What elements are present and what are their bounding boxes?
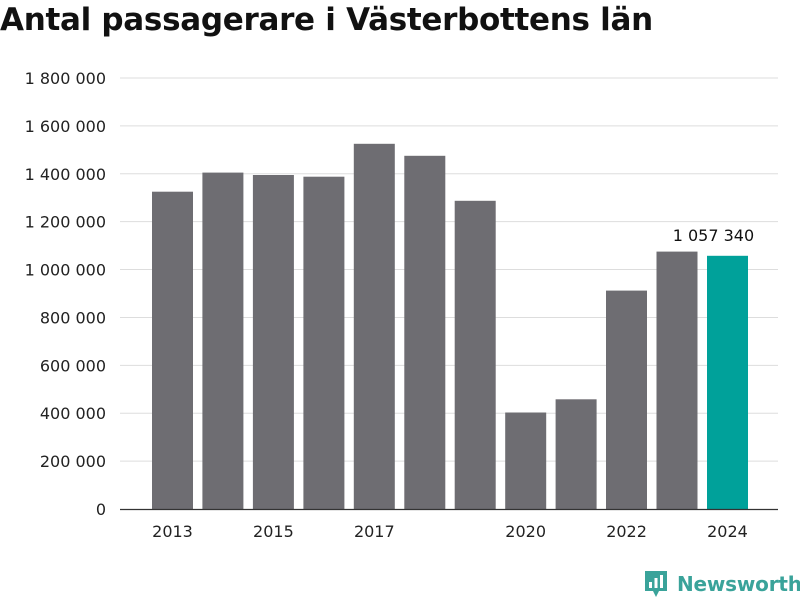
y-tick-label: 1 200 000: [25, 213, 106, 232]
bars: [152, 144, 748, 509]
x-tick-label: 2017: [354, 522, 395, 541]
bar-2014: [202, 173, 243, 509]
bar-2015: [253, 175, 294, 509]
bar-2021: [556, 399, 597, 509]
bar-2020: [505, 413, 546, 510]
bar-2023: [657, 252, 698, 509]
x-tick-label: 2022: [606, 522, 647, 541]
y-tick-label: 1 400 000: [25, 165, 106, 184]
value-annotation: 1 057 340: [673, 226, 754, 245]
y-tick-label: 0: [96, 500, 106, 519]
x-tick-label: 2013: [152, 522, 193, 541]
bar-2019: [455, 201, 496, 509]
newsworthy-bar-icon: [643, 569, 669, 599]
bar-2018: [404, 156, 445, 509]
y-tick-label: 1 800 000: [25, 69, 106, 88]
x-tick-label: 2020: [505, 522, 546, 541]
bar-2022: [606, 291, 647, 509]
y-tick-label: 800 000: [40, 308, 106, 327]
bar-2016: [303, 177, 344, 509]
bar-2024: [707, 256, 748, 509]
bar-2013: [152, 192, 193, 509]
y-axis-labels: 0 200 000 400 000 600 000 800 000 1 000 000 1 …: [25, 69, 106, 519]
y-tick-label: 400 000: [40, 404, 106, 423]
y-tick-label: 600 000: [40, 356, 106, 375]
x-axis-labels: 2013 2015 2017 2020 2022 2024: [152, 522, 748, 541]
newsworthy-logo: Newsworthy: [643, 569, 800, 599]
logo-text: Newsworthy: [677, 572, 800, 596]
x-tick-label: 2024: [707, 522, 748, 541]
bar-2017: [354, 144, 395, 509]
bar-chart: 0 200 000 400 000 600 000 800 000 1 000 000 1 …: [0, 0, 800, 600]
y-tick-label: 1 000 000: [25, 261, 106, 280]
y-tick-label: 1 600 000: [25, 117, 106, 136]
x-tick-label: 2015: [253, 522, 294, 541]
y-tick-label: 200 000: [40, 452, 106, 471]
